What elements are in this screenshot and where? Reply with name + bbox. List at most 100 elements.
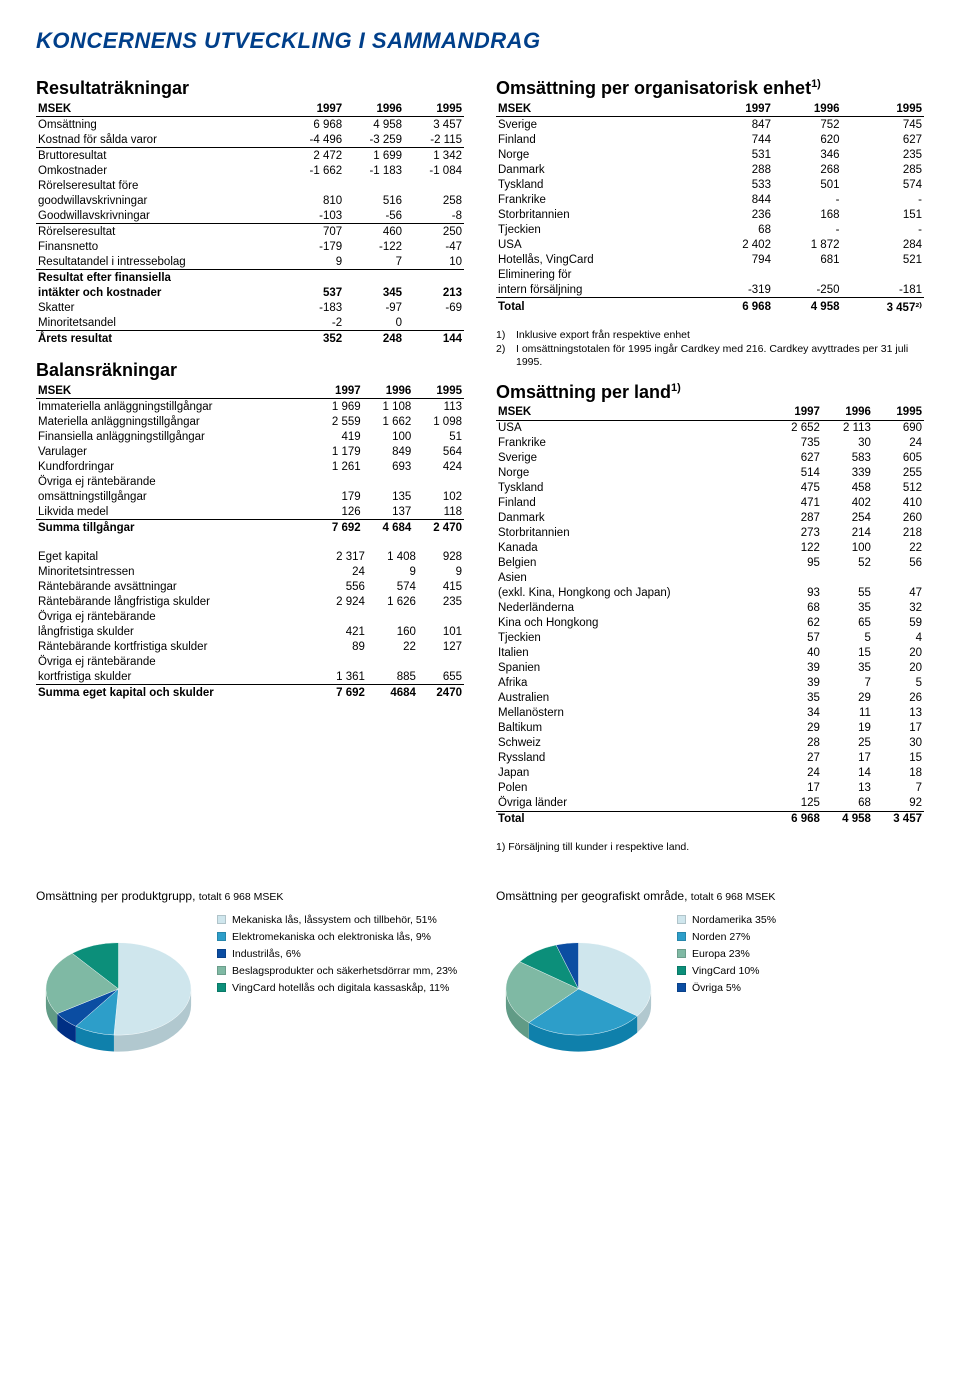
legend-item: Norden 27% [677, 930, 776, 945]
legend-swatch [677, 966, 686, 975]
cell-value: 89 [316, 639, 367, 654]
table-row: Mellanöstern341113 [496, 706, 924, 721]
cell-value: 92 [873, 796, 924, 812]
row-label: Ryssland [496, 751, 771, 766]
row-label: Skatter [36, 300, 284, 315]
col-header: 1996 [822, 405, 873, 421]
org-header-row: MSEK199719961995 [496, 101, 924, 117]
cell-value: 258 [404, 193, 464, 208]
land-title: Omsättning per land1) [496, 382, 924, 403]
cell-value: 39 [771, 676, 822, 691]
cell-value: 28 [771, 736, 822, 751]
cell-value: 65 [822, 616, 873, 631]
row-label: Likvida medel [36, 504, 312, 520]
cell-value: 1 261 [312, 459, 363, 474]
cell-value: 627 [842, 132, 925, 147]
row-label: Australien [496, 691, 771, 706]
cell-value: -1 183 [344, 163, 404, 178]
cell-value: 1 342 [404, 148, 464, 164]
cell-value: 415 [418, 579, 464, 594]
table-row: Räntebärande långfristiga skulder2 9241 … [36, 594, 464, 609]
cell-value: 26 [873, 691, 924, 706]
cell-value: 179 [312, 489, 363, 504]
cell-value: 471 [771, 496, 822, 511]
table-row: Likvida medel126137118 [36, 504, 464, 520]
cell-value: 533 [704, 177, 773, 192]
legend-item: Elektromekaniska och elektroniska lås, 9… [217, 930, 457, 945]
resultat-title: Resultaträkningar [36, 78, 464, 99]
cell-value [367, 654, 418, 669]
land-title-sup: 1) [671, 382, 681, 394]
cell-value [418, 609, 464, 624]
cell-value: 421 [316, 624, 367, 639]
cell-value: 885 [367, 669, 418, 685]
cell-value: 93 [771, 586, 822, 601]
table-row: Eget kapital2 3171 408928 [36, 549, 464, 564]
cell-value: 13 [873, 706, 924, 721]
pie1-block: Omsättning per produktgrupp, totalt 6 96… [36, 889, 464, 1078]
row-label: Finansnetto [36, 239, 284, 254]
table-row: Finansiella anläggningstillgångar4191005… [36, 429, 464, 444]
cell-value: 345 [344, 285, 404, 300]
table-row: Italien401520 [496, 646, 924, 661]
cell-value: -8 [404, 208, 464, 224]
row-label: Norge [496, 147, 704, 162]
row-label: Kanada [496, 541, 771, 556]
cell-value: - [773, 192, 842, 207]
row-label: Sverige [496, 451, 771, 466]
cell-value: 690 [873, 420, 924, 436]
row-label: omsättningstillgångar [36, 489, 312, 504]
cell-value: 35 [771, 691, 822, 706]
cell-value: -319 [704, 282, 773, 298]
cell-value: 620 [773, 132, 842, 147]
cell-value: 235 [418, 594, 464, 609]
balans-table-1: MSEK199719961995 Immateriella anläggning… [36, 383, 464, 535]
cell-value: 160 [367, 624, 418, 639]
cell-value [418, 654, 464, 669]
table-row: Kundfordringar1 261693424 [36, 459, 464, 474]
cell-value: 531 [704, 147, 773, 162]
cell-value: 29 [771, 721, 822, 736]
table-row: USA2 4021 872284 [496, 237, 924, 252]
cell-value: 287 [771, 511, 822, 526]
cell-value: 15 [822, 646, 873, 661]
cell-value: 424 [413, 459, 464, 474]
table-row: Norge514339255 [496, 466, 924, 481]
row-label: Resultatandel i intressebolag [36, 254, 284, 270]
row-label: Omkostnader [36, 163, 284, 178]
table-row: Varulager1 179849564 [36, 444, 464, 459]
row-label: Kina och Hongkong [496, 616, 771, 631]
cell-value: 40 [771, 646, 822, 661]
cell-value: 100 [363, 429, 414, 444]
cell-value: 1 872 [773, 237, 842, 252]
cell-value [367, 609, 418, 624]
cell-value: 273 [771, 526, 822, 541]
cell-value: 744 [704, 132, 773, 147]
cell-value: 260 [873, 511, 924, 526]
cell-value: 284 [842, 237, 925, 252]
table-row: långfristiga skulder421160101 [36, 624, 464, 639]
table-row: Kina och Hongkong626559 [496, 616, 924, 631]
cell-value: 928 [418, 549, 464, 564]
cell-value: 17 [771, 781, 822, 796]
cell-value [704, 267, 773, 282]
cell-value: 11 [822, 706, 873, 721]
cell-value: 27 [771, 751, 822, 766]
footnote-num: 2) [496, 343, 510, 370]
table-row: Danmark288268285 [496, 162, 924, 177]
cell-value [404, 270, 464, 286]
cell-value: 59 [873, 616, 924, 631]
cell-value: 24 [771, 766, 822, 781]
cell-value: 501 [773, 177, 842, 192]
footnote: 2)I omsättningstotalen för 1995 ingår Ca… [496, 343, 924, 370]
balans-title: Balansräkningar [36, 360, 464, 381]
cell-value: 3 457 [404, 117, 464, 133]
row-label: Danmark [496, 511, 771, 526]
cell-value: 2 470 [413, 520, 464, 536]
cell-value: 55 [822, 586, 873, 601]
row-label: Belgien [496, 556, 771, 571]
table-row: Asien [496, 571, 924, 586]
cell-value: 235 [842, 147, 925, 162]
cell-value: 127 [418, 639, 464, 654]
table-row: omsättningstillgångar179135102 [36, 489, 464, 504]
